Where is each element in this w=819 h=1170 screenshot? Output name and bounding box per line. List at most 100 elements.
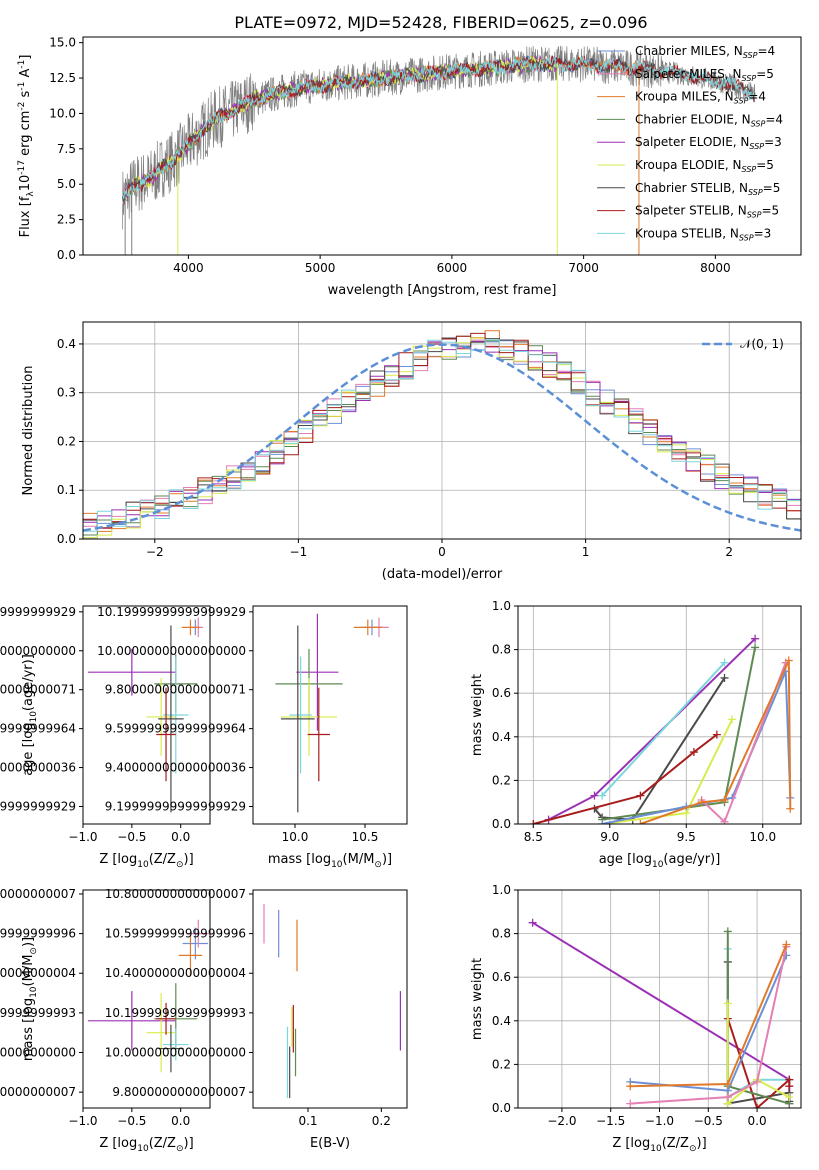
mass-weight-marker bbox=[786, 804, 795, 813]
x-tick-label: 8000 bbox=[700, 261, 731, 275]
y-tick-label: 9.19999999999999929 bbox=[0, 799, 76, 813]
mass-weight-line bbox=[601, 662, 726, 797]
mass-weight-marker bbox=[636, 820, 645, 824]
y-tick-label: 12.5 bbox=[49, 71, 76, 85]
y-axis-label: mass weight bbox=[470, 958, 485, 1040]
mass-weight-marker bbox=[723, 1093, 732, 1102]
plot-area bbox=[122, 45, 756, 255]
errorbar-point bbox=[281, 678, 337, 756]
x-tick-label: 0.0 bbox=[171, 1114, 190, 1128]
mass-weight-line bbox=[640, 660, 792, 824]
axes: −2 −1 0 1 2 0.0 0.1 0.2 0.3 0.4 (data-model)/error… bbox=[21, 321, 802, 582]
axes: 8.5 9.0 9.5 10.0 0.0 0.2 0.4 0.6 0.8 1.0 age [log1… bbox=[470, 599, 802, 870]
errorbar-point bbox=[87, 991, 176, 1051]
y-tick-label: 9.40000000000000036 bbox=[0, 761, 76, 775]
age-vs-metallicity-panel: −1.0 −0.5 0.0 9.19999999999999929 9.40000000… bbox=[0, 605, 211, 870]
axes-frame bbox=[82, 36, 802, 256]
mass-weight-marker bbox=[528, 918, 537, 927]
y-axis-label: mass weight bbox=[470, 674, 485, 756]
x-axis-label: wavelength [Angstrom, rest frame] bbox=[328, 283, 557, 298]
y-axis-label: age [log10(age/yr)] bbox=[21, 654, 39, 776]
errorbar-point bbox=[156, 687, 176, 782]
y-axis-label: Flux [fλ10-17 erg cm-2 s-1 A-1] bbox=[17, 55, 36, 238]
y-tick-label: 10.8000000000000007 bbox=[0, 887, 76, 901]
y-tick-label: 0.0 bbox=[57, 248, 76, 262]
legend-label: 𝒩(0, 1) bbox=[740, 337, 784, 351]
y-tick-label: 0.3 bbox=[57, 386, 76, 400]
y-tick-label: 9.80000000000000071 bbox=[105, 683, 246, 697]
errorbar-point bbox=[158, 1024, 184, 1073]
errorbar-point bbox=[87, 648, 176, 696]
y-tick-label: 0.8 bbox=[492, 927, 511, 941]
residual-histogram-step bbox=[83, 339, 801, 532]
mass-weight-marker bbox=[529, 820, 538, 824]
mass-vs-metallicity-panel: −1.0 −0.5 0.0 9.8000000000000007 10.00000000… bbox=[0, 887, 211, 1154]
y-tick-label: 9.59999999999999964 bbox=[0, 722, 76, 736]
mass-weight-marker bbox=[590, 791, 599, 800]
plot-area bbox=[87, 617, 204, 813]
y-tick-label: 10.00000000000000000 bbox=[97, 644, 246, 658]
errorbar-point bbox=[156, 1002, 176, 1035]
mass-weight-line bbox=[532, 921, 791, 1104]
legend-label: Chabrier ELODIE, NSSP=4 bbox=[635, 112, 783, 128]
mass-weight-marker bbox=[728, 715, 737, 724]
y-tick-label: 10.0000000000000000 bbox=[105, 1046, 246, 1060]
plot-area bbox=[87, 919, 210, 1073]
y-tick-label: 9.8000000000000007 bbox=[112, 1085, 246, 1099]
legend-label: Salpeter STELIB, NSSP=5 bbox=[635, 204, 779, 220]
x-tick-label: 5000 bbox=[305, 261, 336, 275]
axes-frame bbox=[252, 889, 408, 1109]
x-axis-label: (data-model)/error bbox=[382, 567, 503, 582]
y-tick-label: 9.59999999999999964 bbox=[105, 722, 246, 736]
x-tick-label: −1 bbox=[290, 545, 308, 559]
mass-vs-ebv-panel: 0.1 0.2 9.8000000000000007 10.0000000000000… bbox=[105, 887, 408, 1151]
x-tick-label: −0.5 bbox=[694, 1114, 723, 1128]
errorbar-point bbox=[289, 656, 312, 774]
y-tick-label: 0.4 bbox=[492, 1014, 511, 1028]
mass-weight-line bbox=[630, 946, 788, 1105]
x-tick-label: −1.0 bbox=[68, 830, 97, 844]
mass-weight-marker bbox=[785, 1093, 794, 1102]
mass-weight-marker bbox=[697, 798, 706, 807]
mass-weight-line bbox=[700, 662, 787, 824]
y-tick-label: 10.1999999999999993 bbox=[105, 1006, 246, 1020]
x-tick-label: 9.0 bbox=[600, 830, 619, 844]
y-tick-label: 0.1 bbox=[57, 483, 76, 497]
y-tick-label: 10.4000000000000004 bbox=[0, 966, 76, 980]
mass-weight-marker bbox=[598, 791, 607, 800]
axes: 4000 5000 6000 7000 8000 0.0 2.5 5.0 7.5 10.0 12.5… bbox=[17, 36, 802, 298]
axes-frame bbox=[252, 605, 408, 825]
y-tick-label: 0.0 bbox=[492, 1101, 511, 1115]
y-tick-label: 10.1999999999999993 bbox=[0, 1006, 76, 1020]
spectrum-panel: 4000 5000 6000 7000 8000 0.0 2.5 5.0 7.5 10.0 12.5… bbox=[17, 36, 802, 298]
axes: −1.0 −0.5 0.0 9.8000000000000007 10.00000000… bbox=[0, 887, 211, 1154]
mass-weight-marker bbox=[785, 1082, 794, 1091]
y-tick-label: 10.19999999999999929 bbox=[0, 605, 76, 619]
mass-weight-line bbox=[726, 1003, 790, 1106]
x-tick-label: 10.0 bbox=[282, 830, 309, 844]
errorbar-point bbox=[296, 613, 339, 731]
plot-area bbox=[528, 918, 794, 1108]
x-tick-label: 7000 bbox=[568, 261, 599, 275]
y-tick-label: 10.5999999999999996 bbox=[0, 927, 76, 941]
legend-label: Kroupa STELIB, NSSP=3 bbox=[635, 226, 771, 242]
plot-area bbox=[275, 613, 389, 813]
y-tick-label: 10.5999999999999996 bbox=[105, 927, 246, 941]
y-tick-label: 10.19999999999999929 bbox=[97, 605, 246, 619]
mass-weight-series bbox=[598, 658, 729, 800]
mass-weight-marker bbox=[720, 658, 729, 667]
axes: −2.0 −1.5 −1.0 −0.5 0.0 0.0 0.2 0.4 0.6 0.8 1.0 Z [… bbox=[470, 883, 802, 1154]
y-tick-label: 9.8000000000000007 bbox=[0, 1085, 76, 1099]
x-tick-label: 10.5 bbox=[352, 830, 379, 844]
y-tick-label: 10.0000000000000000 bbox=[0, 1046, 76, 1060]
errorbar-point bbox=[353, 619, 382, 636]
y-axis-label: Normed distribution bbox=[21, 366, 36, 496]
mass-weight-marker bbox=[723, 1080, 732, 1089]
mass-weight-marker bbox=[720, 817, 729, 824]
legend: Chabrier MILES, NSSP=4 Salpeter MILES, NS… bbox=[597, 44, 783, 242]
mass-weight-series bbox=[544, 634, 760, 824]
mass-weight-marker bbox=[753, 1077, 762, 1086]
mass-weight-marker bbox=[782, 940, 791, 949]
x-tick-label: 6000 bbox=[437, 261, 468, 275]
x-tick-label: −0.5 bbox=[117, 1114, 146, 1128]
